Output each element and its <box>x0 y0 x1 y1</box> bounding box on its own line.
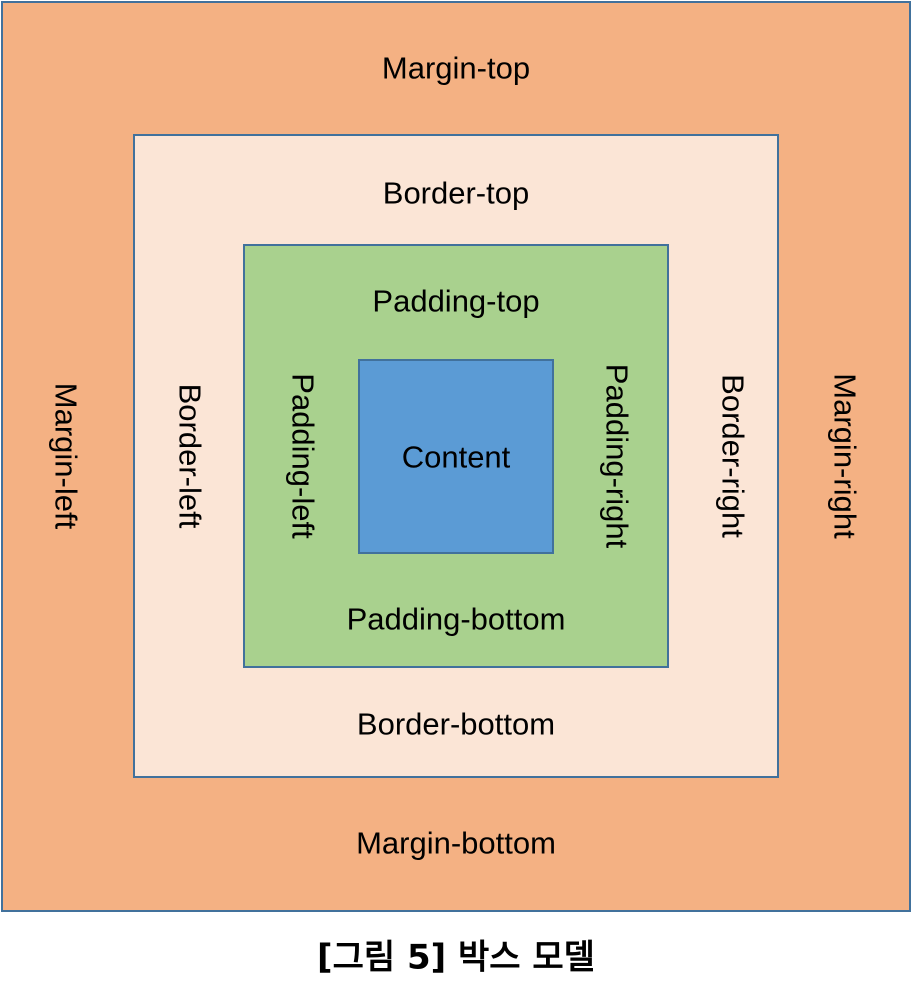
content-area <box>358 359 554 554</box>
border-left-label: Border-left <box>172 383 208 529</box>
padding-left-label: Padding-left <box>285 373 321 539</box>
padding-bottom-label: Padding-bottom <box>346 601 566 637</box>
margin-right-label: Margin-right <box>827 373 863 539</box>
figure-caption: [그림 5] 박스 모델 <box>317 937 595 978</box>
border-right-label: Border-right <box>715 374 751 538</box>
margin-left-label: Margin-left <box>48 382 84 530</box>
content-label: Content <box>401 439 511 475</box>
border-top-label: Border-top <box>382 175 530 211</box>
border-bottom-label: Border-bottom <box>356 706 556 742</box>
padding-top-label: Padding-top <box>372 283 540 319</box>
margin-bottom-label: Margin-bottom <box>356 825 556 861</box>
padding-right-label: Padding-right <box>599 363 635 549</box>
margin-top-label: Margin-top <box>381 50 531 86</box>
